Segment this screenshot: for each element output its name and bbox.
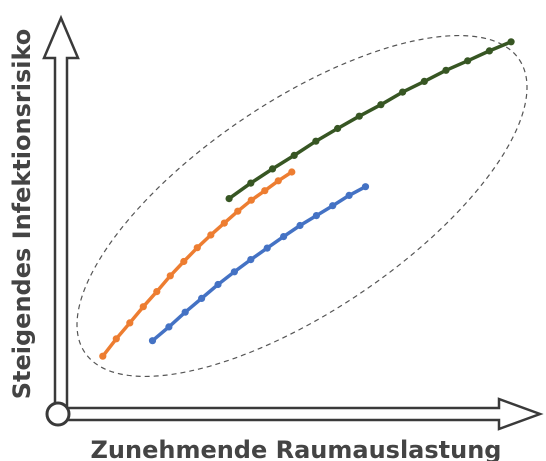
data-point [464, 57, 472, 65]
data-point [99, 352, 107, 360]
data-point [165, 323, 173, 331]
data-point [220, 219, 228, 227]
series-line [227, 40, 513, 201]
data-point [507, 38, 515, 46]
y-axis-arrow [42, 14, 80, 412]
data-point [263, 244, 271, 252]
data-point [247, 196, 255, 204]
data-point [296, 221, 304, 230]
data-point [355, 112, 363, 120]
data-point [345, 191, 353, 199]
series-blue [148, 183, 370, 345]
data-point [334, 124, 342, 133]
x-axis-arrow [56, 397, 544, 431]
y-axis-label: Steigendes Infektionsrisiko [8, 29, 36, 400]
data-point [230, 268, 238, 276]
data-point [181, 308, 189, 316]
data-point [247, 256, 255, 264]
data-point [112, 335, 120, 343]
data-point [180, 257, 188, 266]
data-point [148, 337, 157, 345]
data-point [225, 195, 233, 203]
data-point [442, 66, 450, 74]
data-point [377, 101, 385, 109]
data-point [247, 179, 255, 187]
data-point [234, 207, 242, 215]
data-point [166, 272, 174, 280]
series-line [101, 170, 294, 358]
data-point [193, 244, 201, 252]
data-point [198, 294, 206, 302]
series-orange [99, 168, 296, 360]
series-green [225, 38, 515, 203]
x-axis-label: Zunehmende Raumauslastung [91, 436, 502, 461]
data-point [268, 165, 277, 173]
grouping-ellipse [76, 34, 528, 378]
data-point [288, 168, 296, 176]
data-point [126, 319, 134, 327]
data-point [290, 151, 298, 159]
data-point [207, 231, 215, 239]
data-point [420, 77, 428, 85]
data-point [312, 212, 320, 220]
data-point [214, 280, 222, 289]
data-point [399, 88, 407, 96]
data-point [280, 233, 288, 241]
data-point [485, 47, 493, 55]
origin-circle [45, 401, 71, 427]
data-point [329, 202, 337, 210]
data-point [139, 303, 147, 311]
data-point [261, 187, 269, 195]
data-point [361, 183, 370, 191]
data-point [312, 137, 320, 145]
series-layer [99, 38, 515, 360]
data-point [274, 177, 282, 185]
data-point [153, 288, 161, 296]
